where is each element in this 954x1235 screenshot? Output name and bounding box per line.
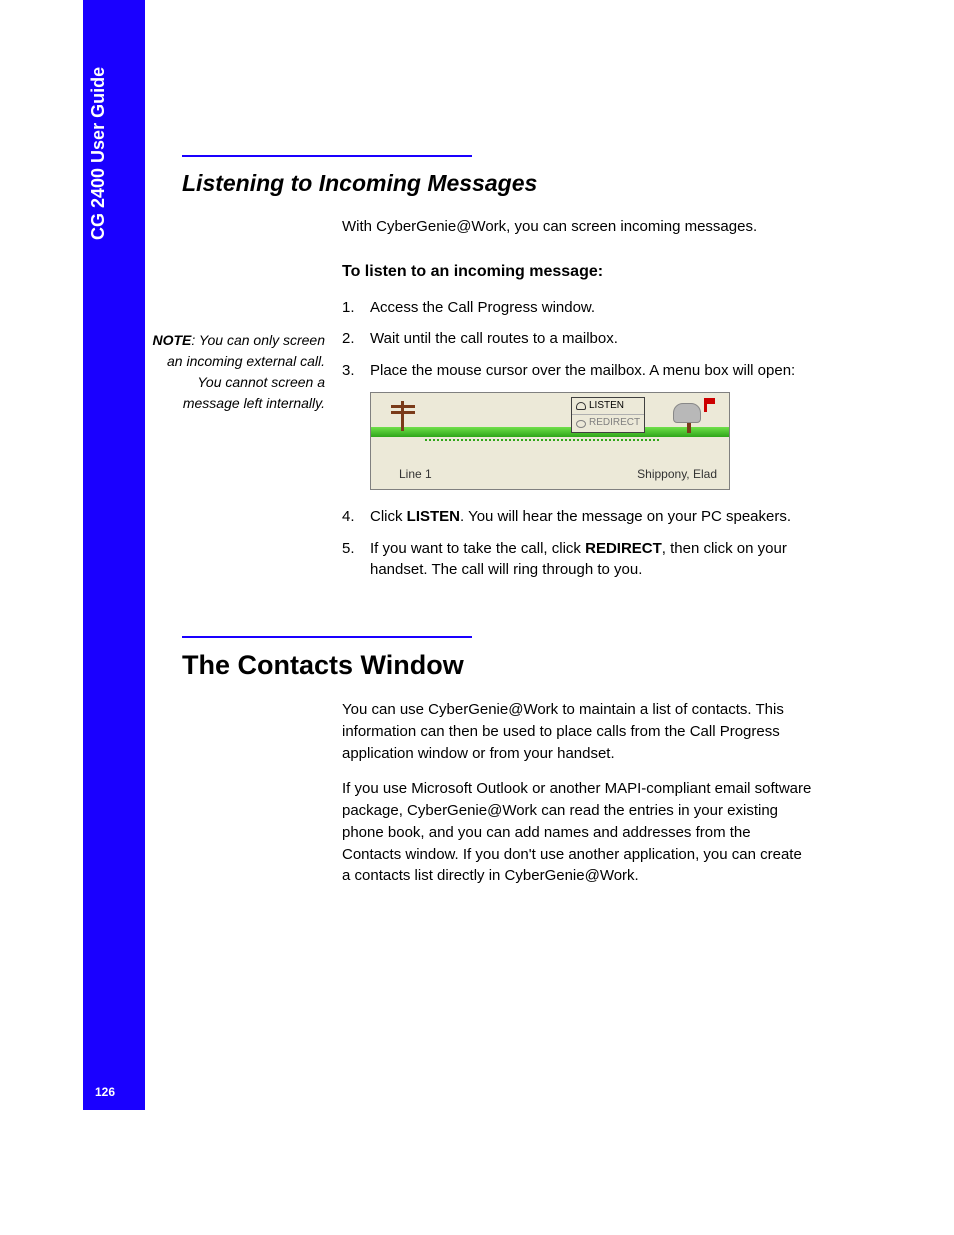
step-5: If you want to take the call, click REDI… xyxy=(342,538,812,582)
grass-band xyxy=(371,427,729,437)
redirect-icon xyxy=(576,420,586,428)
step-1: Access the Call Progress window. xyxy=(342,297,812,319)
pole-crossbar-icon xyxy=(391,405,415,408)
call-progress-screenshot: LISTEN REDIRECT Line 1 Shippony, Elad xyxy=(370,392,730,490)
dotted-line xyxy=(425,439,659,441)
pole-crossbar-icon xyxy=(391,411,415,414)
step-4-bold: LISTEN xyxy=(407,508,460,525)
mailbox-icon xyxy=(673,403,701,423)
section1-subhead: To listen to an incoming message: xyxy=(342,260,812,283)
mailbox-post-icon xyxy=(687,423,691,433)
page-content: Listening to Incoming Messages NOTE: You… xyxy=(150,155,870,901)
section-rule xyxy=(182,155,472,157)
step-4-post: . You will hear the message on your PC s… xyxy=(460,508,791,525)
context-menu: LISTEN REDIRECT xyxy=(571,397,645,433)
section1-intro: With CyberGenie@Work, you can screen inc… xyxy=(342,216,812,238)
listen-icon xyxy=(576,402,586,410)
section1-body: With CyberGenie@Work, you can screen inc… xyxy=(342,216,812,581)
sidebar-title: CG 2400 User Guide xyxy=(88,67,109,240)
section2-p1: You can use CyberGenie@Work to maintain … xyxy=(342,699,812,764)
step-5-bold: REDIRECT xyxy=(585,540,662,557)
note-text: : You can only screen an incoming extern… xyxy=(167,332,325,411)
step-5-pre: If you want to take the call, click xyxy=(370,540,585,557)
line-label: Line 1 xyxy=(399,466,432,483)
steps-list-cont: Click LISTEN. You will hear the message … xyxy=(342,506,812,581)
menu-redirect-label: REDIRECT xyxy=(589,416,640,431)
menu-listen[interactable]: LISTEN xyxy=(572,398,644,416)
mailbox-flag-icon xyxy=(704,398,707,412)
section2-heading: The Contacts Window xyxy=(182,650,870,681)
note-label: NOTE xyxy=(153,332,192,348)
menu-redirect[interactable]: REDIRECT xyxy=(572,415,644,432)
steps-list: Access the Call Progress window. Wait un… xyxy=(342,297,812,382)
step-3: Place the mouse cursor over the mailbox.… xyxy=(342,360,812,382)
section2-body: You can use CyberGenie@Work to maintain … xyxy=(342,699,812,887)
step-2: Wait until the call routes to a mailbox. xyxy=(342,328,812,350)
margin-note: NOTE: You can only screen an incoming ex… xyxy=(145,330,325,414)
section2-p2: If you use Microsoft Outlook or another … xyxy=(342,778,812,887)
page-number: 126 xyxy=(95,1085,115,1099)
section-rule xyxy=(182,636,472,638)
contact-label: Shippony, Elad xyxy=(637,466,717,483)
menu-listen-label: LISTEN xyxy=(589,399,624,414)
section1-heading: Listening to Incoming Messages xyxy=(182,169,870,198)
step-4: Click LISTEN. You will hear the message … xyxy=(342,506,812,528)
step-4-pre: Click xyxy=(370,508,407,525)
